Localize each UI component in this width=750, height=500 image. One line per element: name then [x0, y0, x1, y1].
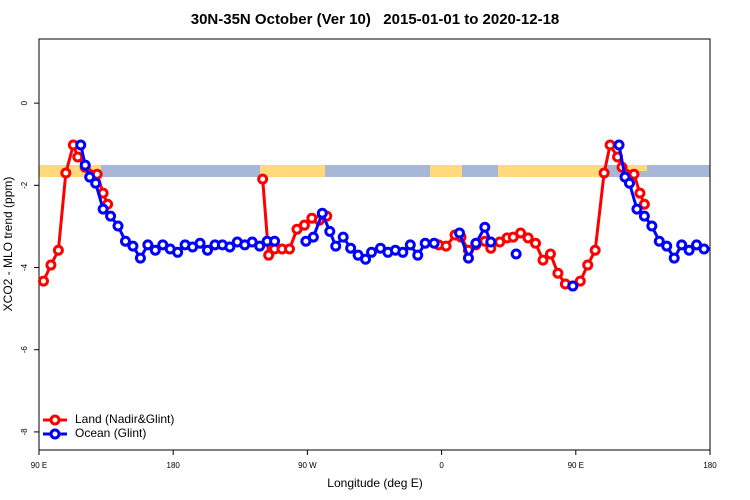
data-point [604, 139, 616, 151]
data-point [52, 244, 64, 256]
data-point [634, 187, 646, 199]
data-point [412, 249, 424, 261]
data-point [582, 259, 594, 271]
data-point [60, 167, 72, 179]
data-point [661, 240, 673, 252]
data-point [623, 177, 635, 189]
data-point [515, 227, 527, 239]
data-point [194, 237, 206, 249]
data-point [105, 210, 117, 222]
y-axis-label: XCO2 - MLO trend (ppm) [1, 177, 15, 312]
data-point [589, 244, 601, 256]
data-point [567, 280, 579, 292]
data-point [698, 243, 710, 255]
data-point [462, 252, 474, 264]
data-point [470, 237, 482, 249]
chart-title: 30N-35N October (Ver 10) 2015-01-01 to 2… [191, 11, 560, 28]
x-tick-label: 90 E [31, 461, 47, 470]
data-point [90, 177, 102, 189]
data-point [269, 235, 281, 247]
data-point [485, 236, 497, 248]
data-point [552, 267, 564, 279]
data-point [257, 173, 269, 185]
data-point [522, 232, 534, 244]
data-point [366, 246, 378, 258]
data-point [127, 240, 139, 252]
data-point [254, 240, 266, 252]
land-mask-strip [39, 165, 710, 177]
data-point [676, 239, 688, 251]
data-point [84, 171, 96, 183]
data-point [307, 231, 319, 243]
data-point [653, 235, 665, 247]
data-point [440, 240, 452, 252]
data-point [37, 275, 49, 287]
data-point [72, 151, 84, 163]
data-point [360, 253, 372, 265]
y-tick-label: -8 [20, 428, 29, 436]
data-point [631, 203, 643, 215]
data-point [598, 167, 610, 179]
data-point [337, 231, 349, 243]
data-point [112, 220, 124, 232]
data-point [284, 243, 296, 255]
y-tick-label: -4 [20, 263, 29, 271]
data-point [345, 242, 357, 254]
data-point [224, 241, 236, 253]
data-point [149, 244, 161, 256]
x-tick-label: 180 [703, 461, 717, 470]
x-tick-label: 90 W [298, 461, 317, 470]
data-point [638, 198, 650, 210]
data-point [428, 237, 440, 249]
data-point [97, 203, 109, 215]
data-point [324, 225, 336, 237]
y-tick-label: -2 [20, 181, 29, 189]
data-point [537, 254, 549, 266]
x-axis-label: Longitude (deg E) [327, 476, 422, 490]
x-tick-label: 90 E [568, 461, 584, 470]
data-point [510, 248, 522, 260]
y-tick-label: -6 [20, 346, 29, 354]
data-point [75, 139, 87, 151]
data-point [638, 210, 650, 222]
data-point [479, 221, 491, 233]
x-tick-label: 0 [439, 461, 444, 470]
data-point [201, 244, 213, 256]
data-point [134, 252, 146, 264]
data-point [45, 259, 57, 271]
data-point [298, 219, 310, 231]
x-tick-label: 180 [167, 461, 181, 470]
data-point [79, 159, 91, 171]
data-point [316, 207, 328, 219]
data-point [263, 249, 275, 261]
y-tick-label: 0 [20, 100, 29, 105]
plot-frame [38, 38, 711, 451]
data-point [404, 239, 416, 251]
legend-label: Land (Nadir&Glint) [75, 412, 174, 426]
data-point [628, 168, 640, 180]
data-point [668, 252, 680, 264]
data-point [419, 237, 431, 249]
data-point [613, 139, 625, 151]
data-point [330, 240, 342, 252]
data-point [683, 244, 695, 256]
data-point [544, 248, 556, 260]
legend-marker [49, 428, 61, 440]
data-point [172, 246, 184, 258]
data-point [574, 275, 586, 287]
data-point [530, 237, 542, 249]
data-point [397, 246, 409, 258]
data-point [119, 235, 131, 247]
legend-label: Ocean (Glint) [75, 426, 146, 440]
data-point [453, 227, 465, 239]
legend-marker [49, 414, 61, 426]
data-point [142, 239, 154, 251]
data-point [646, 220, 658, 232]
